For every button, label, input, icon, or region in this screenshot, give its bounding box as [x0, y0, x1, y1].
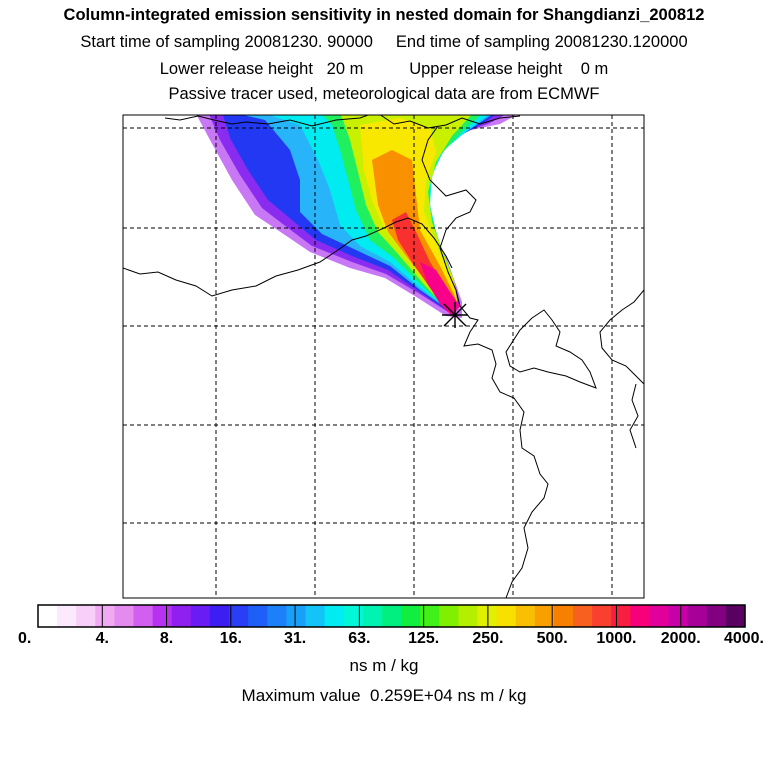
colorbar-swatch [133, 605, 154, 627]
colorbar-swatch [381, 605, 402, 627]
colorbar-swatch [649, 605, 670, 627]
colorbar-swatch [477, 605, 498, 627]
colorbar-swatch [324, 605, 345, 627]
colorbar-swatch [343, 605, 364, 627]
colorbar-frame [37, 604, 746, 628]
plume-layer-magenta [420, 262, 460, 316]
colorbar-swatch [439, 605, 459, 627]
colorbar-tick-label: 31. [283, 630, 307, 647]
release-height-line: Lower release height 20 m Upper release … [159, 60, 609, 78]
colorbar-swatch [496, 605, 517, 627]
colorbar-unit-label: ns m / kg [349, 656, 419, 675]
colorbar-swatch [515, 605, 536, 627]
colorbar-swatch [95, 605, 116, 627]
colorbar-swatch [57, 605, 77, 627]
colorbar-swatch [305, 605, 326, 627]
colorbar-tick-label: 1000. [596, 630, 637, 647]
colorbar-swatch [687, 605, 708, 627]
colorbar-tick-label: 63. [348, 630, 371, 647]
colorbar-tick-label: 0. [18, 630, 32, 647]
colorbar-swatch [458, 605, 479, 627]
colorbar-swatch [362, 605, 383, 627]
colorbar-swatch [725, 605, 746, 627]
colorbar-swatch [38, 605, 58, 627]
colorbar [37, 604, 746, 628]
tracer-info-line: Passive tracer used, meteorological data… [168, 85, 600, 103]
colorbar-swatch [592, 605, 612, 627]
sampling-time-line: Start time of sampling 20081230. 90000 E… [80, 33, 688, 51]
colorbar-tick-label: 250. [472, 630, 504, 647]
colorbar-swatch [534, 605, 555, 627]
colorbar-swatch [229, 605, 249, 627]
colorbar-swatch [668, 605, 689, 627]
colorbar-swatch [630, 605, 651, 627]
colorbar-swatch [420, 605, 440, 627]
colorbar-swatch [209, 605, 230, 627]
colorbar-swatch [114, 605, 135, 627]
colorbar-tick-label: 125. [408, 630, 440, 647]
colorbar-swatch [286, 605, 307, 627]
colorbar-swatch [76, 605, 96, 627]
colorbar-tick-label: 4. [95, 630, 109, 647]
plume-layer-orange [372, 150, 458, 308]
colorbar-swatch [171, 605, 192, 627]
colorbar-swatch [248, 605, 268, 627]
graticule [123, 115, 644, 598]
map-area [123, 115, 644, 598]
receptor-star-icon [442, 302, 468, 328]
maximum-value-text: Maximum value 0.259E+04 ns m / kg [241, 686, 527, 705]
colorbar-tick-label: 500. [536, 630, 568, 647]
colorbar-tick-label: 2000. [660, 630, 701, 647]
colorbar-swatch [190, 605, 211, 627]
coastlines-and-borders [123, 115, 644, 598]
colorbar-swatch [706, 605, 727, 627]
colorbar-tick-label: 4000. [723, 630, 764, 647]
colorbar-swatch [611, 605, 631, 627]
map-frame [122, 114, 645, 599]
colorbar-swatch [267, 605, 288, 627]
colorbar-swatch [573, 605, 593, 627]
map-title: Column-integrated emission sensitivity i… [63, 6, 705, 24]
colorbar-swatch [553, 605, 574, 627]
colorbar-tick-label: 8. [159, 630, 174, 647]
colorbar-swatch [152, 605, 173, 627]
emission-sensitivity-plume [196, 115, 517, 318]
colorbar-tick-label: 16. [219, 630, 242, 647]
colorbar-swatch [401, 605, 421, 627]
